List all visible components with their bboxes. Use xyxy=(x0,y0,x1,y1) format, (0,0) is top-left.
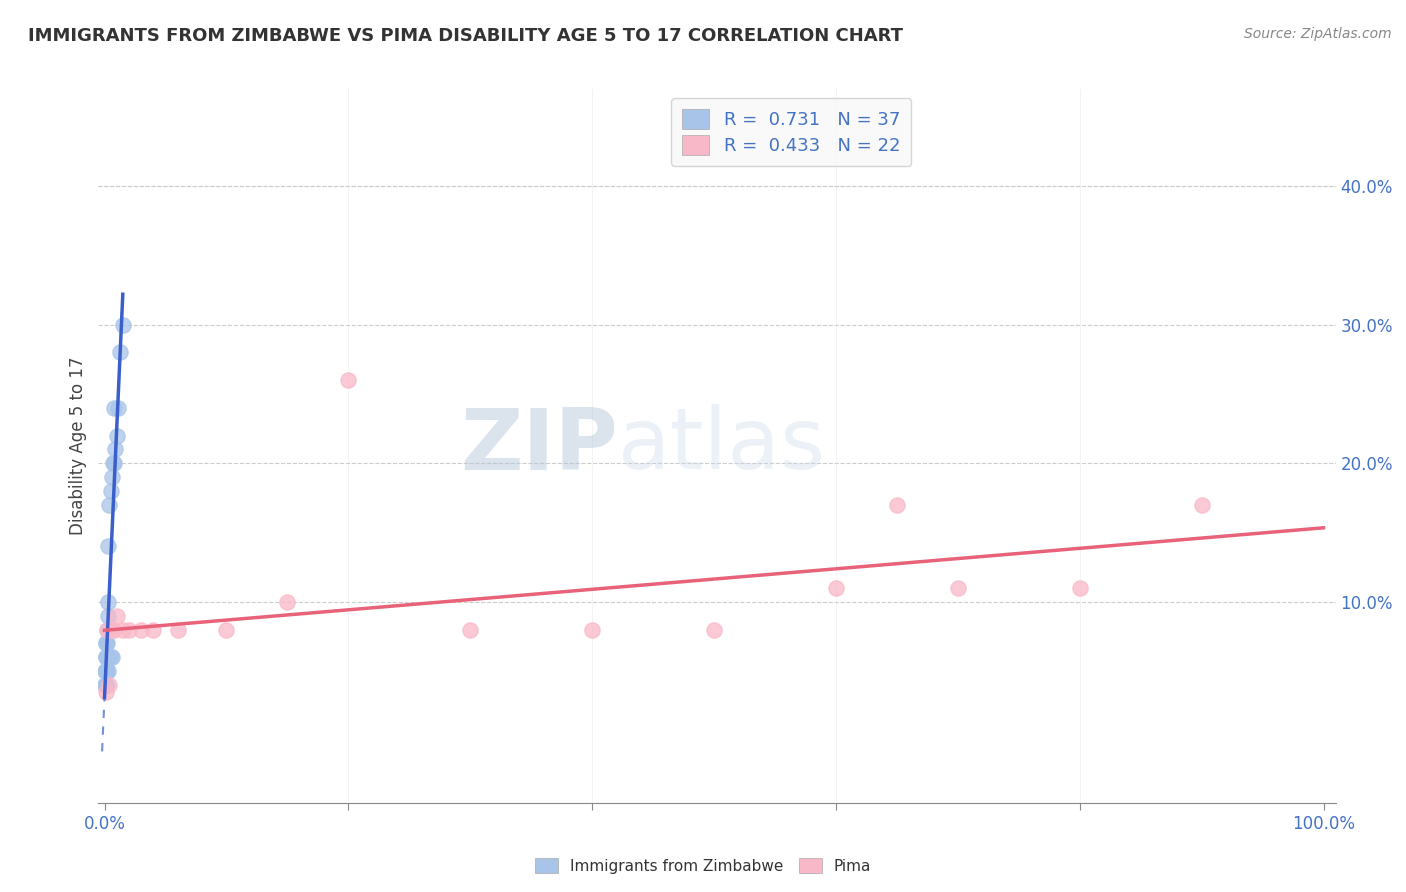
Point xyxy=(103,456,125,470)
Point xyxy=(703,623,725,637)
Point xyxy=(111,623,134,637)
Point xyxy=(886,498,908,512)
Point xyxy=(94,678,117,692)
Point xyxy=(100,623,122,637)
Point xyxy=(581,623,603,637)
Point xyxy=(94,678,117,692)
Point xyxy=(129,623,152,637)
Point xyxy=(94,678,117,692)
Text: atlas: atlas xyxy=(619,404,827,488)
Legend: Immigrants from Zimbabwe, Pima: Immigrants from Zimbabwe, Pima xyxy=(529,852,877,880)
Point xyxy=(96,636,118,650)
Point xyxy=(98,650,121,665)
Point xyxy=(107,401,129,415)
Text: IMMIGRANTS FROM ZIMBABWE VS PIMA DISABILITY AGE 5 TO 17 CORRELATION CHART: IMMIGRANTS FROM ZIMBABWE VS PIMA DISABIL… xyxy=(28,27,903,45)
Legend: R =  0.731   N = 37, R =  0.433   N = 22: R = 0.731 N = 37, R = 0.433 N = 22 xyxy=(672,98,911,166)
Point xyxy=(105,428,128,442)
Point xyxy=(94,678,117,692)
Point xyxy=(105,608,128,623)
Text: ZIP: ZIP xyxy=(460,404,619,488)
Point xyxy=(100,483,122,498)
Point xyxy=(97,664,120,678)
Point xyxy=(96,623,118,637)
Point xyxy=(94,650,117,665)
Point xyxy=(110,345,132,359)
Point xyxy=(96,650,118,665)
Point xyxy=(276,595,298,609)
Point xyxy=(142,623,165,637)
Point xyxy=(101,470,124,484)
Point xyxy=(101,456,124,470)
Point xyxy=(166,623,188,637)
Point xyxy=(111,318,134,332)
Point xyxy=(97,608,120,623)
Point xyxy=(825,581,848,595)
Point xyxy=(1069,581,1091,595)
Point xyxy=(104,442,127,457)
Point xyxy=(458,623,481,637)
Point xyxy=(946,581,969,595)
Point xyxy=(96,623,118,637)
Point xyxy=(337,373,360,387)
Point xyxy=(96,636,118,650)
Point xyxy=(100,650,122,665)
Point xyxy=(96,650,118,665)
Point xyxy=(97,540,120,554)
Point xyxy=(103,401,125,415)
Point xyxy=(118,623,141,637)
Point xyxy=(94,664,117,678)
Point xyxy=(103,623,125,637)
Point xyxy=(97,595,120,609)
Point xyxy=(215,623,238,637)
Point xyxy=(94,664,117,678)
Point xyxy=(97,650,120,665)
Point xyxy=(94,664,117,678)
Y-axis label: Disability Age 5 to 17: Disability Age 5 to 17 xyxy=(69,357,87,535)
Point xyxy=(94,636,117,650)
Point xyxy=(98,678,121,692)
Point xyxy=(96,678,118,692)
Text: Source: ZipAtlas.com: Source: ZipAtlas.com xyxy=(1244,27,1392,41)
Point xyxy=(96,664,118,678)
Point xyxy=(98,498,121,512)
Point xyxy=(101,650,124,665)
Point xyxy=(94,664,117,678)
Point xyxy=(94,685,117,699)
Point xyxy=(96,664,118,678)
Point xyxy=(1191,498,1213,512)
